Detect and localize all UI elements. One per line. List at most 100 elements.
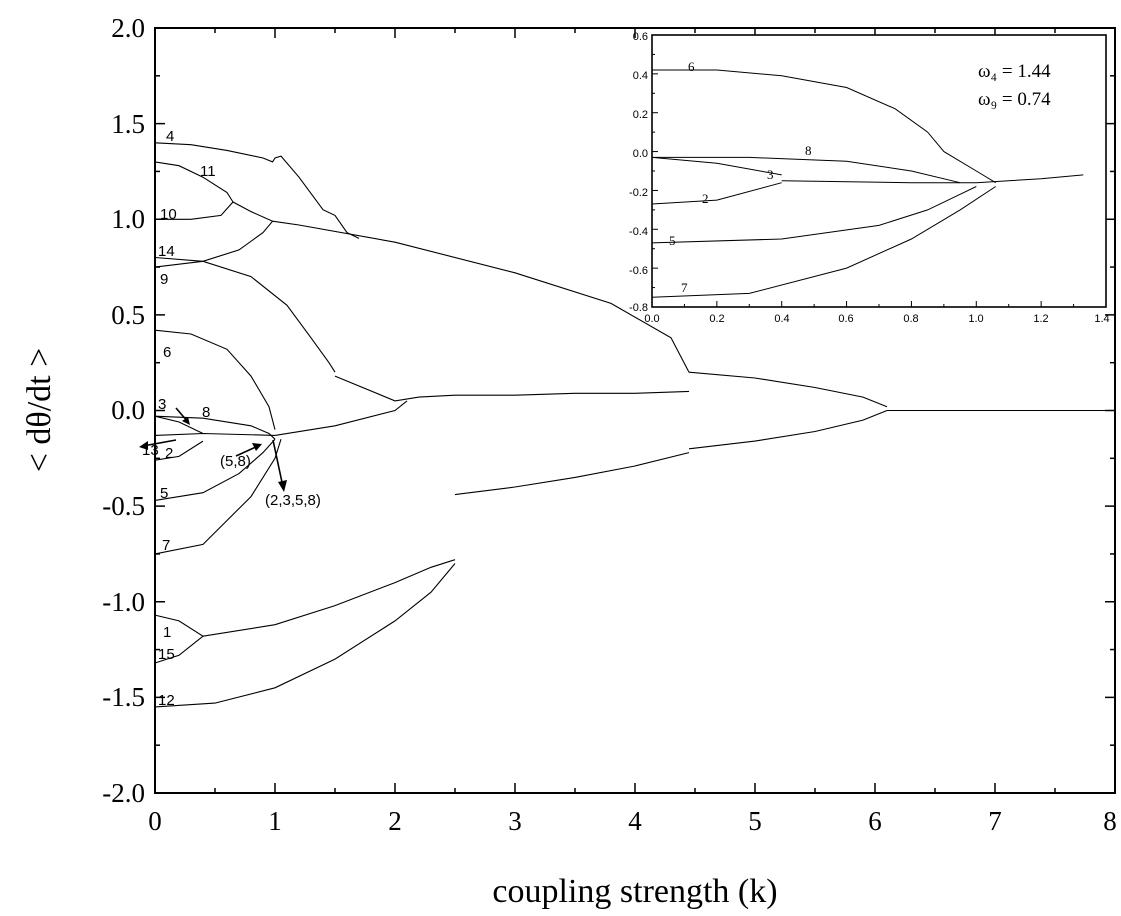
curve-label-6: 6 (163, 344, 171, 361)
curve-label-10: 10 (160, 206, 177, 223)
inset-y-tick-label: -0.4 (629, 226, 648, 238)
inset-series-line-0 (652, 69, 996, 184)
inset-x-tick-label: 1.2 (1033, 313, 1048, 325)
arrow-13-head (139, 441, 148, 450)
x-tick-label: 8 (1103, 806, 1117, 836)
x-tick-label: 4 (628, 806, 642, 836)
series-line-17 (688, 371, 888, 408)
inset-y-tick-label: -0.2 (629, 187, 648, 199)
curve-label-7: 7 (162, 537, 170, 554)
curve-label-9: 9 (160, 271, 168, 288)
curve-label-12: 12 (158, 692, 175, 709)
x-tick-labels: 0 1 2 3 4 5 6 7 8 (148, 806, 1117, 836)
inset-series-line-1 (652, 156, 961, 184)
inset-curve-label-6: 6 (688, 59, 695, 74)
inset-series-layer (651, 69, 1084, 298)
x-tick-label: 5 (748, 806, 762, 836)
inset-omega9-label: ω₉ = 0.74 (978, 89, 1051, 110)
series-line-8 (154, 440, 204, 461)
inset-omega4-label: ω₄ = 1.44 (978, 61, 1051, 82)
inset-y-tick-label: 0.4 (633, 70, 648, 82)
annotation-5-8: (5,8) (220, 453, 251, 470)
y-tick-label: -1.5 (102, 682, 145, 712)
inset-axis-ticks (651, 34, 1107, 308)
inset-x-tick-label: 1.4 (1094, 313, 1109, 325)
inset-series-line-5 (651, 186, 977, 244)
curve-label-15: 15 (158, 646, 175, 663)
curve-label-1: 1 (163, 624, 171, 641)
inset-curve-label-5: 5 (669, 233, 676, 248)
y-tick-label: 1.0 (111, 204, 145, 234)
inset-curve-label-8: 8 (805, 143, 812, 158)
curve-label-14: 14 (158, 243, 175, 260)
series-line-9 (154, 400, 408, 436)
series-line-15 (154, 563, 456, 708)
y-tick-labels: 2.0 1.5 1.0 0.5 0.0 -0.5 -1.0 -1.5 -2.0 (102, 13, 145, 808)
inset-series-line-2 (651, 156, 782, 176)
arrow-2-3-5-8 (272, 439, 284, 488)
curve-label-2: 2 (165, 445, 173, 462)
inset-curve-labels: 6 8 3 2 5 7 (669, 59, 812, 295)
inset-y-tick-label: -0.8 (629, 302, 648, 314)
inset-y-tick-label: 0.6 (633, 31, 648, 43)
arrow-2-3-5-8-head (278, 480, 287, 492)
inset-y-tick-labels: 0.6 0.4 0.2 0.0 -0.2 -0.4 -0.6 -0.8 (629, 31, 648, 314)
series-line-2 (155, 201, 690, 373)
x-tick-label: 0 (148, 806, 162, 836)
series-line-11 (154, 439, 282, 555)
series-line-18 (454, 452, 690, 496)
inset-series-line-3 (651, 182, 782, 205)
curve-label-8: 8 (202, 404, 210, 421)
y-tick-label: -2.0 (102, 778, 145, 808)
inset-x-tick-label: 0.6 (838, 313, 853, 325)
arrow-3-head (182, 417, 190, 425)
inset-x-tick-label: 0.8 (903, 313, 918, 325)
series-line-16 (334, 375, 690, 402)
x-tick-label: 1 (268, 806, 282, 836)
series-line-6 (154, 415, 276, 440)
curve-label-11: 11 (200, 163, 216, 180)
y-tick-label: 0.0 (111, 395, 145, 425)
inset-curve-label-7: 7 (681, 280, 688, 295)
curve-label-5: 5 (160, 485, 168, 502)
curve-label-3: 3 (158, 396, 166, 413)
x-tick-label: 6 (868, 806, 882, 836)
y-axis-title: < dθ/dt > (21, 348, 58, 473)
series-line-13 (154, 635, 204, 664)
y-tick-label: -0.5 (102, 491, 145, 521)
series-line-14 (202, 559, 456, 637)
series-line-0 (154, 142, 360, 239)
main-series-layer (154, 142, 1115, 708)
series-line-3 (154, 256, 336, 373)
y-tick-label: -1.0 (102, 587, 145, 617)
annotation-2-3-5-8: (2,3,5,8) (265, 492, 321, 509)
main-curve-labels: 4 11 10 14 9 6 3 8 13 2 5 7 1 15 12 (5,8… (142, 128, 321, 709)
y-tick-label: 0.5 (111, 300, 145, 330)
inset-series-line-6 (651, 186, 996, 298)
inset-y-tick-label: 0.2 (633, 109, 648, 121)
series-line-1 (154, 161, 234, 203)
series-line-5 (154, 329, 276, 430)
arrow-5-8-head (252, 443, 262, 451)
inset-x-tick-labels: 0.0 0.2 0.4 0.6 0.8 1.0 1.2 1.4 (644, 313, 1109, 325)
series-line-10 (154, 438, 276, 501)
series-line-19 (688, 409, 888, 450)
series-line-12 (154, 614, 204, 637)
series-line-7 (154, 415, 204, 434)
curve-label-4: 4 (166, 128, 174, 145)
inset-x-tick-label: 0.2 (709, 313, 724, 325)
series-line-4 (154, 220, 274, 268)
x-tick-label: 2 (388, 806, 402, 836)
x-tick-label: 3 (508, 806, 522, 836)
x-axis-title: coupling strength (k) (492, 873, 777, 910)
x-tick-label: 7 (988, 806, 1002, 836)
inset-x-tick-label: 0.0 (644, 313, 659, 325)
y-tick-label: 1.5 (111, 109, 145, 139)
inset-y-tick-label: 0.0 (633, 148, 648, 160)
inset-curve-label-2: 2 (702, 191, 709, 206)
inset-frame (651, 34, 1107, 308)
inset-curve-label-3: 3 (767, 167, 774, 182)
inset-series-line-4 (781, 174, 1084, 184)
inset-x-tick-label: 0.4 (774, 313, 789, 325)
